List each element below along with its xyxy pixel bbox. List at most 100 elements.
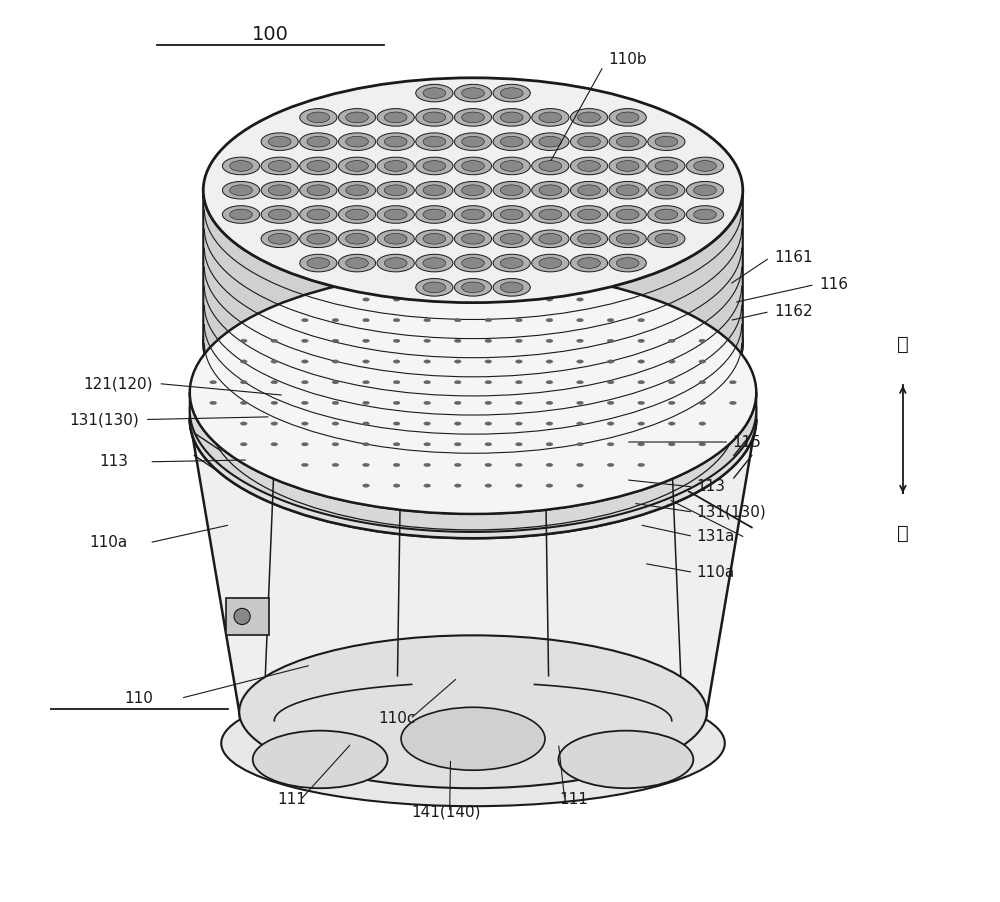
Ellipse shape bbox=[577, 381, 583, 384]
Polygon shape bbox=[190, 392, 756, 532]
Ellipse shape bbox=[655, 209, 678, 220]
Ellipse shape bbox=[393, 443, 400, 446]
Ellipse shape bbox=[300, 181, 337, 199]
Ellipse shape bbox=[393, 318, 400, 322]
Ellipse shape bbox=[230, 209, 252, 220]
Ellipse shape bbox=[423, 136, 446, 147]
Ellipse shape bbox=[454, 360, 461, 364]
Ellipse shape bbox=[301, 443, 308, 446]
Ellipse shape bbox=[570, 108, 608, 126]
Ellipse shape bbox=[384, 112, 407, 123]
Ellipse shape bbox=[539, 209, 562, 220]
Ellipse shape bbox=[648, 181, 685, 199]
Ellipse shape bbox=[230, 161, 252, 171]
Ellipse shape bbox=[609, 133, 646, 151]
Ellipse shape bbox=[607, 339, 614, 343]
Ellipse shape bbox=[346, 185, 368, 196]
Ellipse shape bbox=[655, 161, 678, 171]
Ellipse shape bbox=[210, 401, 217, 405]
Ellipse shape bbox=[230, 185, 252, 196]
Ellipse shape bbox=[638, 422, 645, 425]
Ellipse shape bbox=[261, 133, 298, 151]
Ellipse shape bbox=[240, 401, 247, 405]
Ellipse shape bbox=[578, 258, 600, 269]
Text: 100: 100 bbox=[252, 25, 289, 44]
Ellipse shape bbox=[240, 443, 247, 446]
Ellipse shape bbox=[307, 161, 330, 171]
Ellipse shape bbox=[515, 401, 522, 405]
Ellipse shape bbox=[729, 401, 736, 405]
Ellipse shape bbox=[668, 381, 675, 384]
Ellipse shape bbox=[363, 401, 369, 405]
Ellipse shape bbox=[300, 254, 337, 272]
Ellipse shape bbox=[363, 381, 369, 384]
Ellipse shape bbox=[240, 360, 247, 364]
Ellipse shape bbox=[546, 318, 553, 322]
Ellipse shape bbox=[234, 608, 250, 624]
Ellipse shape bbox=[300, 133, 337, 151]
Ellipse shape bbox=[363, 464, 369, 466]
Ellipse shape bbox=[485, 298, 492, 301]
Ellipse shape bbox=[539, 234, 562, 244]
Text: 116: 116 bbox=[819, 277, 848, 292]
Ellipse shape bbox=[346, 136, 368, 147]
Ellipse shape bbox=[307, 258, 330, 269]
Ellipse shape bbox=[515, 298, 522, 301]
Ellipse shape bbox=[454, 464, 461, 466]
Ellipse shape bbox=[377, 157, 414, 175]
Ellipse shape bbox=[515, 339, 522, 343]
Text: 131a: 131a bbox=[696, 529, 734, 544]
Text: 110c: 110c bbox=[378, 712, 415, 726]
Ellipse shape bbox=[346, 234, 368, 244]
Ellipse shape bbox=[493, 157, 530, 175]
Ellipse shape bbox=[558, 731, 693, 788]
Ellipse shape bbox=[423, 209, 446, 220]
Ellipse shape bbox=[577, 483, 583, 487]
Text: 113: 113 bbox=[99, 455, 128, 469]
Ellipse shape bbox=[546, 443, 553, 446]
Ellipse shape bbox=[346, 112, 368, 123]
Ellipse shape bbox=[301, 422, 308, 425]
Ellipse shape bbox=[578, 185, 600, 196]
Ellipse shape bbox=[240, 422, 247, 425]
Ellipse shape bbox=[485, 483, 492, 487]
Ellipse shape bbox=[332, 360, 339, 364]
Ellipse shape bbox=[546, 401, 553, 405]
Ellipse shape bbox=[607, 443, 614, 446]
Ellipse shape bbox=[424, 401, 431, 405]
Ellipse shape bbox=[609, 254, 646, 272]
Ellipse shape bbox=[638, 381, 645, 384]
Ellipse shape bbox=[539, 136, 562, 147]
Ellipse shape bbox=[190, 301, 756, 538]
Ellipse shape bbox=[485, 381, 492, 384]
Ellipse shape bbox=[346, 209, 368, 220]
Ellipse shape bbox=[261, 181, 298, 199]
Ellipse shape bbox=[699, 339, 706, 343]
Ellipse shape bbox=[338, 181, 376, 199]
Ellipse shape bbox=[363, 422, 369, 425]
Ellipse shape bbox=[454, 318, 461, 322]
Ellipse shape bbox=[546, 360, 553, 364]
Ellipse shape bbox=[377, 230, 414, 247]
Ellipse shape bbox=[577, 464, 583, 466]
Ellipse shape bbox=[462, 136, 484, 147]
Ellipse shape bbox=[539, 161, 562, 171]
Ellipse shape bbox=[668, 360, 675, 364]
Ellipse shape bbox=[454, 133, 492, 151]
Text: 110a: 110a bbox=[696, 565, 734, 580]
Ellipse shape bbox=[393, 381, 400, 384]
Ellipse shape bbox=[694, 185, 716, 196]
Ellipse shape bbox=[377, 181, 414, 199]
Ellipse shape bbox=[616, 161, 639, 171]
Ellipse shape bbox=[570, 133, 608, 151]
Ellipse shape bbox=[462, 209, 484, 220]
Ellipse shape bbox=[648, 133, 685, 151]
FancyBboxPatch shape bbox=[226, 597, 269, 635]
Ellipse shape bbox=[240, 381, 247, 384]
Ellipse shape bbox=[307, 112, 330, 123]
Ellipse shape bbox=[638, 443, 645, 446]
Ellipse shape bbox=[515, 422, 522, 425]
Text: 110b: 110b bbox=[608, 52, 647, 68]
Ellipse shape bbox=[416, 206, 453, 224]
Ellipse shape bbox=[616, 209, 639, 220]
